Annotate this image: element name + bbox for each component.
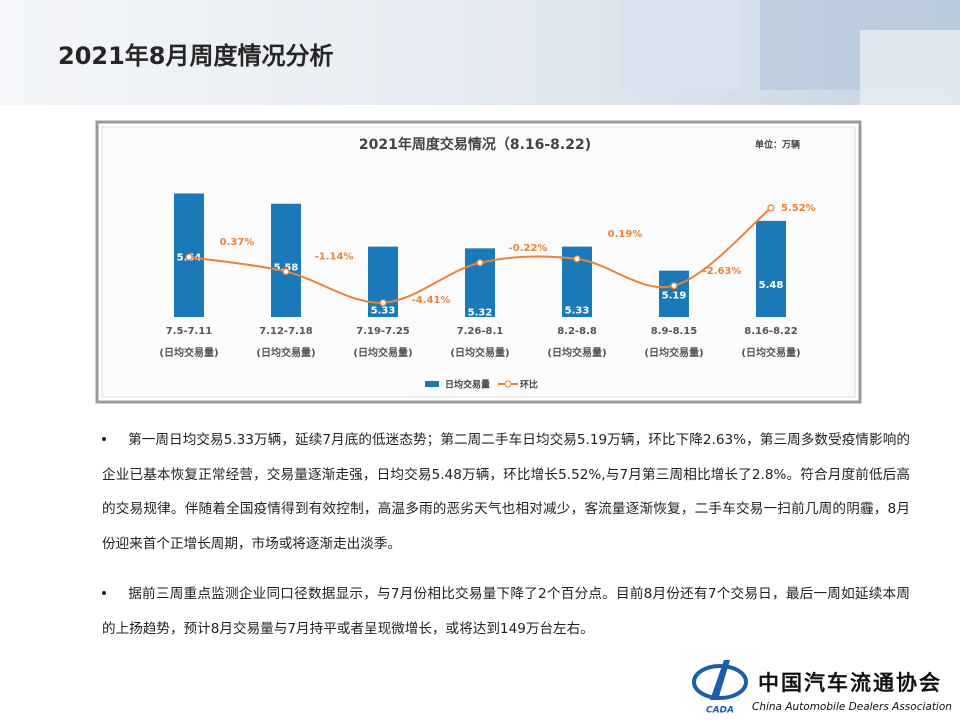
x-tick-label: (日均交易量)	[353, 346, 412, 359]
bar-value-label: 5.48	[759, 280, 784, 291]
bullet-dot	[102, 590, 106, 595]
line-value-label: -0.22%	[509, 243, 548, 254]
bullet-text: 第一周日均交易5.33万辆，延续7月底的低迷态势；第二周二手车日均交易5.19万…	[102, 432, 910, 552]
x-tick-label: 8.16-8.22	[744, 326, 798, 337]
bullet-text: 据前三周重点监测企业同口径数据显示，与7月份相比交易量下降了2个百分点。目前8月…	[102, 586, 910, 637]
x-tick-label: (日均交易量)	[159, 346, 218, 359]
line-marker	[670, 282, 678, 290]
bullet-item: 据前三周重点监测企业同口径数据显示，与7月份相比交易量下降了2个百分点。目前8月…	[102, 577, 910, 646]
bullet-item: 第一周日均交易5.33万辆，延续7月底的低迷态势；第二周二手车日均交易5.19万…	[102, 423, 910, 561]
line-marker	[573, 255, 581, 263]
bullet-dot	[102, 436, 106, 441]
line-marker	[767, 204, 775, 212]
x-tick-label: (日均交易量)	[644, 346, 703, 359]
bar	[659, 270, 689, 317]
line-value-label: -4.41%	[412, 295, 451, 306]
cube	[620, 0, 740, 90]
bar-value-label: 5.32	[468, 307, 493, 318]
x-tick-label: 8.2-8.8	[557, 326, 597, 337]
bar	[756, 220, 786, 317]
logo-ring	[692, 664, 748, 700]
bullet-list: 第一周日均交易5.33万辆，延续7月底的低迷态势；第二周二手车日均交易5.19万…	[102, 423, 910, 662]
chart: 2021年周度交易情况（8.16-8.22) 单位：万辆 7.5-7.11 (日均…	[95, 120, 862, 404]
legend-label: 日均交易量	[445, 379, 490, 391]
x-tick-label: 7.5-7.11	[166, 326, 213, 337]
x-tick-label: 7.12-7.18	[259, 326, 313, 337]
legend-swatch	[504, 380, 512, 388]
line-value-label: 0.37%	[220, 237, 255, 248]
logo: CADA 中国汽车流通协会 China Automobile Dealers A…	[692, 660, 952, 716]
header-band	[0, 0, 960, 105]
x-tick-label: (日均交易量)	[741, 346, 800, 359]
x-tick-label: 8.9-8.15	[651, 326, 698, 337]
line-value-label: 0.19%	[608, 229, 643, 240]
logo-name: 中国汽车流通协会	[758, 671, 942, 695]
bar	[271, 203, 301, 317]
line-value-label: -1.14%	[315, 252, 354, 263]
chart-title: 2021年周度交易情况（8.16-8.22)	[359, 136, 591, 153]
legend-label: 环比	[520, 379, 538, 391]
x-tick-label: (日均交易量)	[450, 346, 509, 359]
line-marker	[282, 267, 290, 276]
line-marker	[379, 299, 387, 307]
bar-value-label: 5.33	[371, 306, 396, 317]
cube	[860, 30, 960, 105]
line-marker	[476, 259, 484, 267]
logo-english: China Automobile Dealers Association	[752, 701, 952, 713]
x-tick-label: 7.19-7.25	[356, 326, 410, 337]
logo-mark	[710, 660, 730, 700]
bar-value-label: 5.33	[565, 306, 590, 317]
unit-label: 单位：万辆	[755, 139, 800, 151]
legend-swatch	[425, 381, 439, 387]
slide-title: 2021年8月周度情况分析	[58, 42, 334, 70]
logo-abbr: CADA	[706, 706, 734, 716]
header-art	[620, 0, 960, 105]
x-tick-label: 7.26-8.1	[457, 326, 504, 337]
bar-value-label: 5.19	[662, 291, 687, 302]
x-tick-label: (日均交易量)	[547, 346, 606, 359]
x-tick-label: (日均交易量)	[256, 346, 315, 359]
line-value-label: -2.63%	[703, 266, 742, 277]
line-marker	[185, 253, 193, 261]
line-value-label: 5.52%	[781, 203, 816, 214]
